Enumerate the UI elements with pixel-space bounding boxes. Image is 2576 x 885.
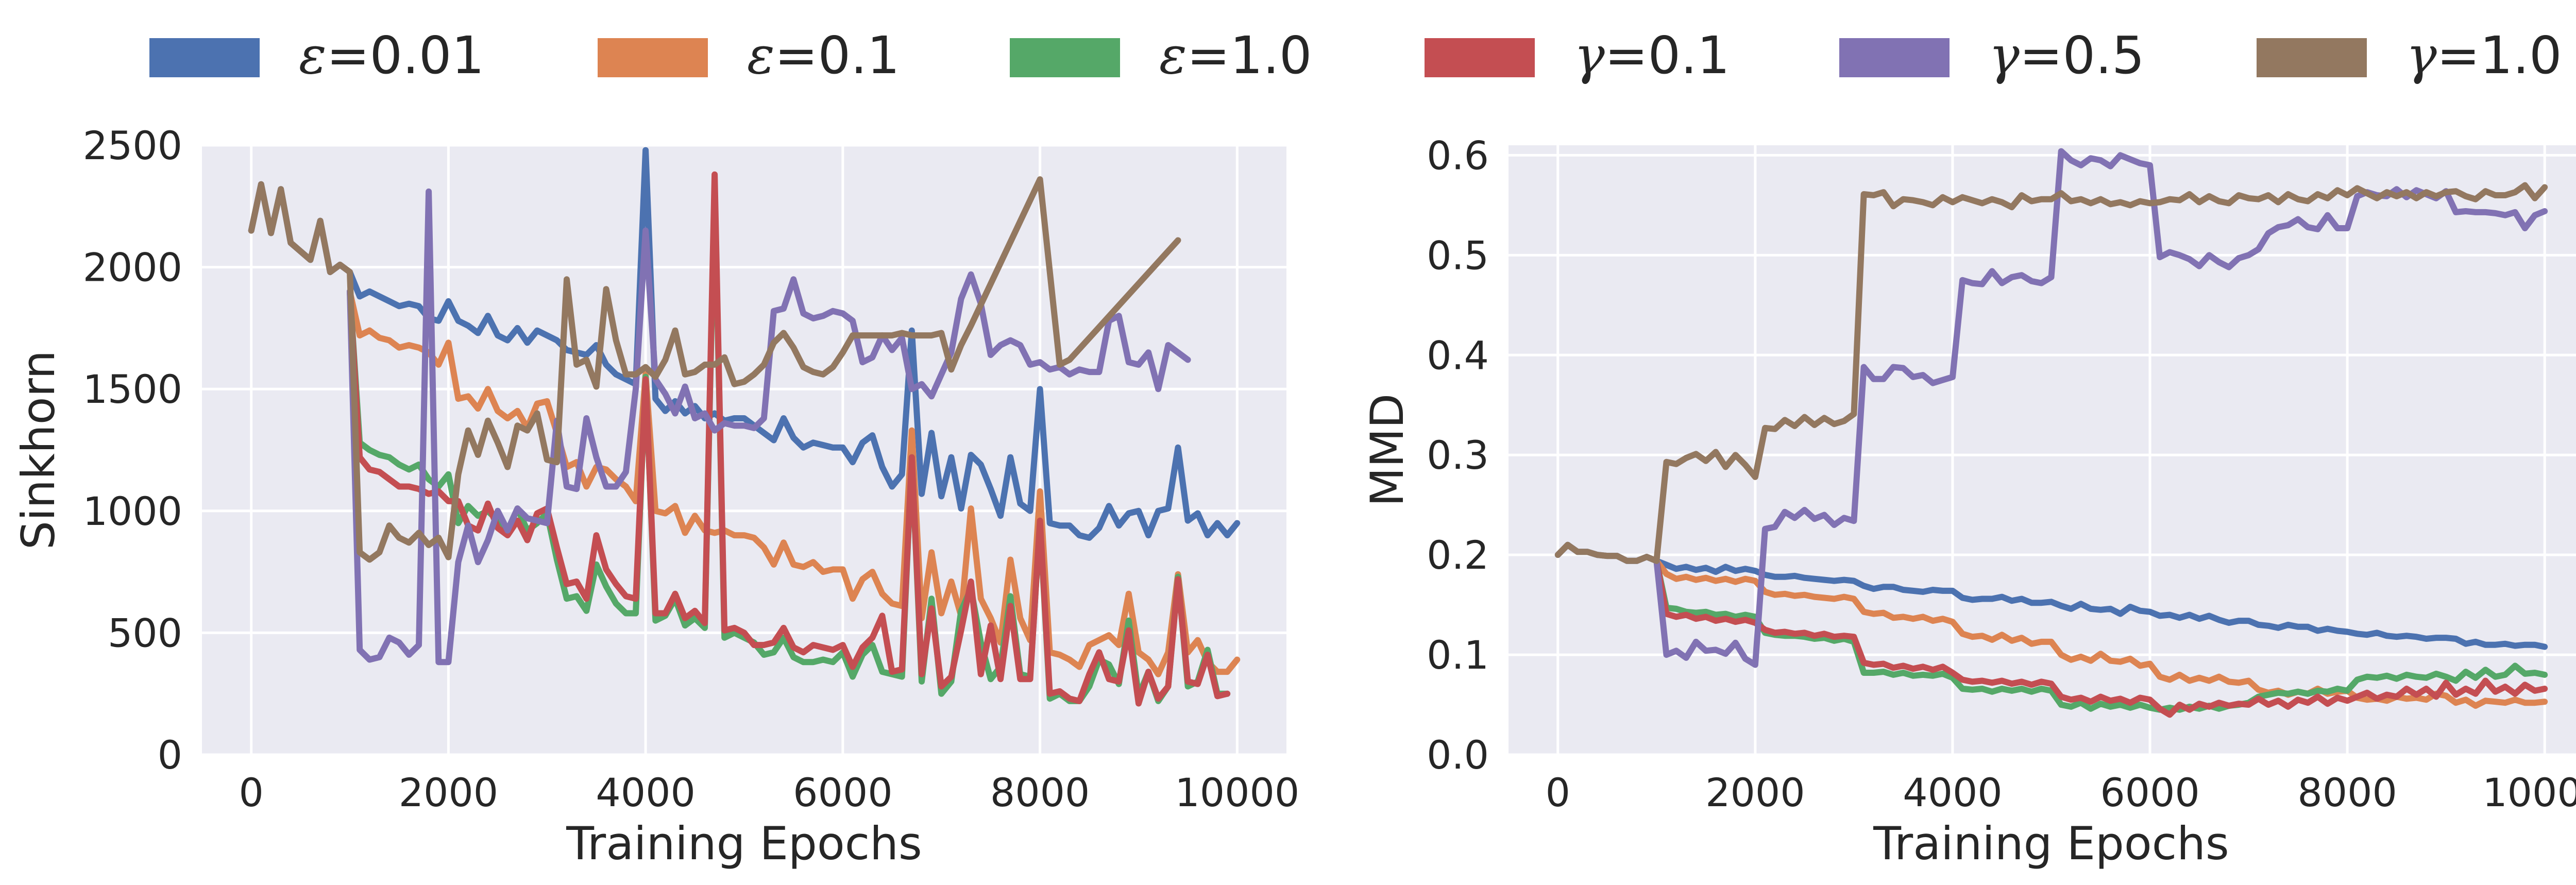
series-line	[1554, 541, 2548, 650]
x-tick-label: 2000	[1705, 770, 1805, 815]
y-tick-label: 2500	[83, 123, 182, 168]
legend-label: ε=0.1	[747, 25, 900, 86]
x-tick-label: 6000	[793, 770, 892, 815]
legend-entry: γ=0.1	[1425, 25, 1730, 86]
x-axis-title: Training Epochs	[566, 817, 922, 870]
series-line	[347, 188, 1191, 666]
legend-symbol: γ	[1989, 25, 2020, 86]
plot-background	[1509, 145, 2576, 755]
legend-label: γ=0.1	[1574, 25, 1730, 86]
legend-value: =1.0	[2437, 25, 2562, 86]
legend: ε=0.01 ε=0.1 ε=1.0 γ=0.1 γ=0.5 γ=1.0	[149, 25, 2562, 86]
series-lines	[1554, 148, 2548, 718]
legend-label: ε=1.0	[1159, 25, 1312, 86]
legend-entry: γ=1.0	[2257, 25, 2562, 86]
legend-symbol: ε	[299, 25, 327, 86]
series-line	[248, 176, 1181, 563]
x-axis-title: Training Epochs	[1873, 817, 2229, 870]
legend-value: =0.01	[327, 25, 484, 86]
y-tick-label: 500	[108, 610, 182, 656]
y-axis-title: Sinkhorn	[12, 350, 65, 550]
legend-entry: ε=1.0	[1010, 25, 1312, 86]
y-tick-label: 0.3	[1427, 432, 1489, 478]
legend-entry: γ=0.5	[1839, 25, 2145, 86]
legend-swatch	[1839, 38, 1950, 77]
series-line	[1653, 557, 2548, 718]
y-tick-label: 1500	[83, 366, 182, 412]
y-tick-label: 0.4	[1427, 332, 1489, 378]
y-tick-label: 0	[158, 732, 182, 778]
mmd-plot: 0 2000 4000 6000 8000 10000 0.0 0.1 0.2 0.3 0.4 0.5…	[1361, 132, 2576, 870]
sinkhorn-plot: 0 2000 4000 6000 8000 10000 0 500 1000 1500 2000 25…	[12, 123, 1299, 870]
x-tick-label: 0	[239, 770, 264, 815]
series-lines	[248, 147, 1241, 707]
legend-swatch	[1425, 38, 1535, 77]
series-line	[1653, 557, 2548, 713]
legend-value: =0.5	[2020, 25, 2145, 86]
x-tick-label: 4000	[596, 770, 695, 815]
x-tick-label: 8000	[990, 770, 1090, 815]
x-tick-label: 6000	[2100, 770, 2199, 815]
series-line	[1653, 148, 2548, 668]
series-line	[1554, 182, 2548, 564]
legend-entry: ε=0.01	[149, 25, 484, 86]
y-tick-label: 0.2	[1427, 532, 1489, 578]
legend-swatch	[598, 38, 708, 77]
legend-label: ε=0.01	[299, 25, 484, 86]
legend-symbol: ε	[1159, 25, 1187, 86]
legend-swatch	[149, 38, 260, 77]
x-tick-label: 4000	[1903, 770, 2002, 815]
legend-symbol: γ	[1574, 25, 1605, 86]
x-tick-label: 2000	[399, 770, 498, 815]
legend-label: γ=1.0	[2406, 25, 2562, 86]
y-tick-label: 0.6	[1427, 132, 1489, 178]
legend-swatch	[2257, 38, 2367, 77]
legend-symbol: ε	[747, 25, 775, 86]
legend-symbol: γ	[2406, 25, 2437, 86]
legend-entry: ε=0.1	[598, 25, 900, 86]
y-tick-label: 1000	[83, 488, 182, 534]
y-tick-label: 0.1	[1427, 632, 1489, 678]
legend-label: γ=0.5	[1989, 25, 2145, 86]
x-tick-label: 10000	[2482, 770, 2576, 815]
x-tick-label: 10000	[1175, 770, 1299, 815]
legend-value: =0.1	[1605, 25, 1730, 86]
y-axis-title: MMD	[1361, 394, 1414, 507]
series-line	[347, 288, 1241, 677]
y-tick-label: 0.0	[1427, 732, 1489, 778]
x-tick-label: 0	[1546, 770, 1570, 815]
legend-value: =0.1	[775, 25, 900, 86]
y-tick-label: 0.5	[1427, 232, 1489, 278]
legend-value: =1.0	[1187, 25, 1312, 86]
y-tick-label: 2000	[83, 245, 182, 291]
x-tick-label: 8000	[2297, 770, 2397, 815]
legend-swatch	[1010, 38, 1120, 77]
